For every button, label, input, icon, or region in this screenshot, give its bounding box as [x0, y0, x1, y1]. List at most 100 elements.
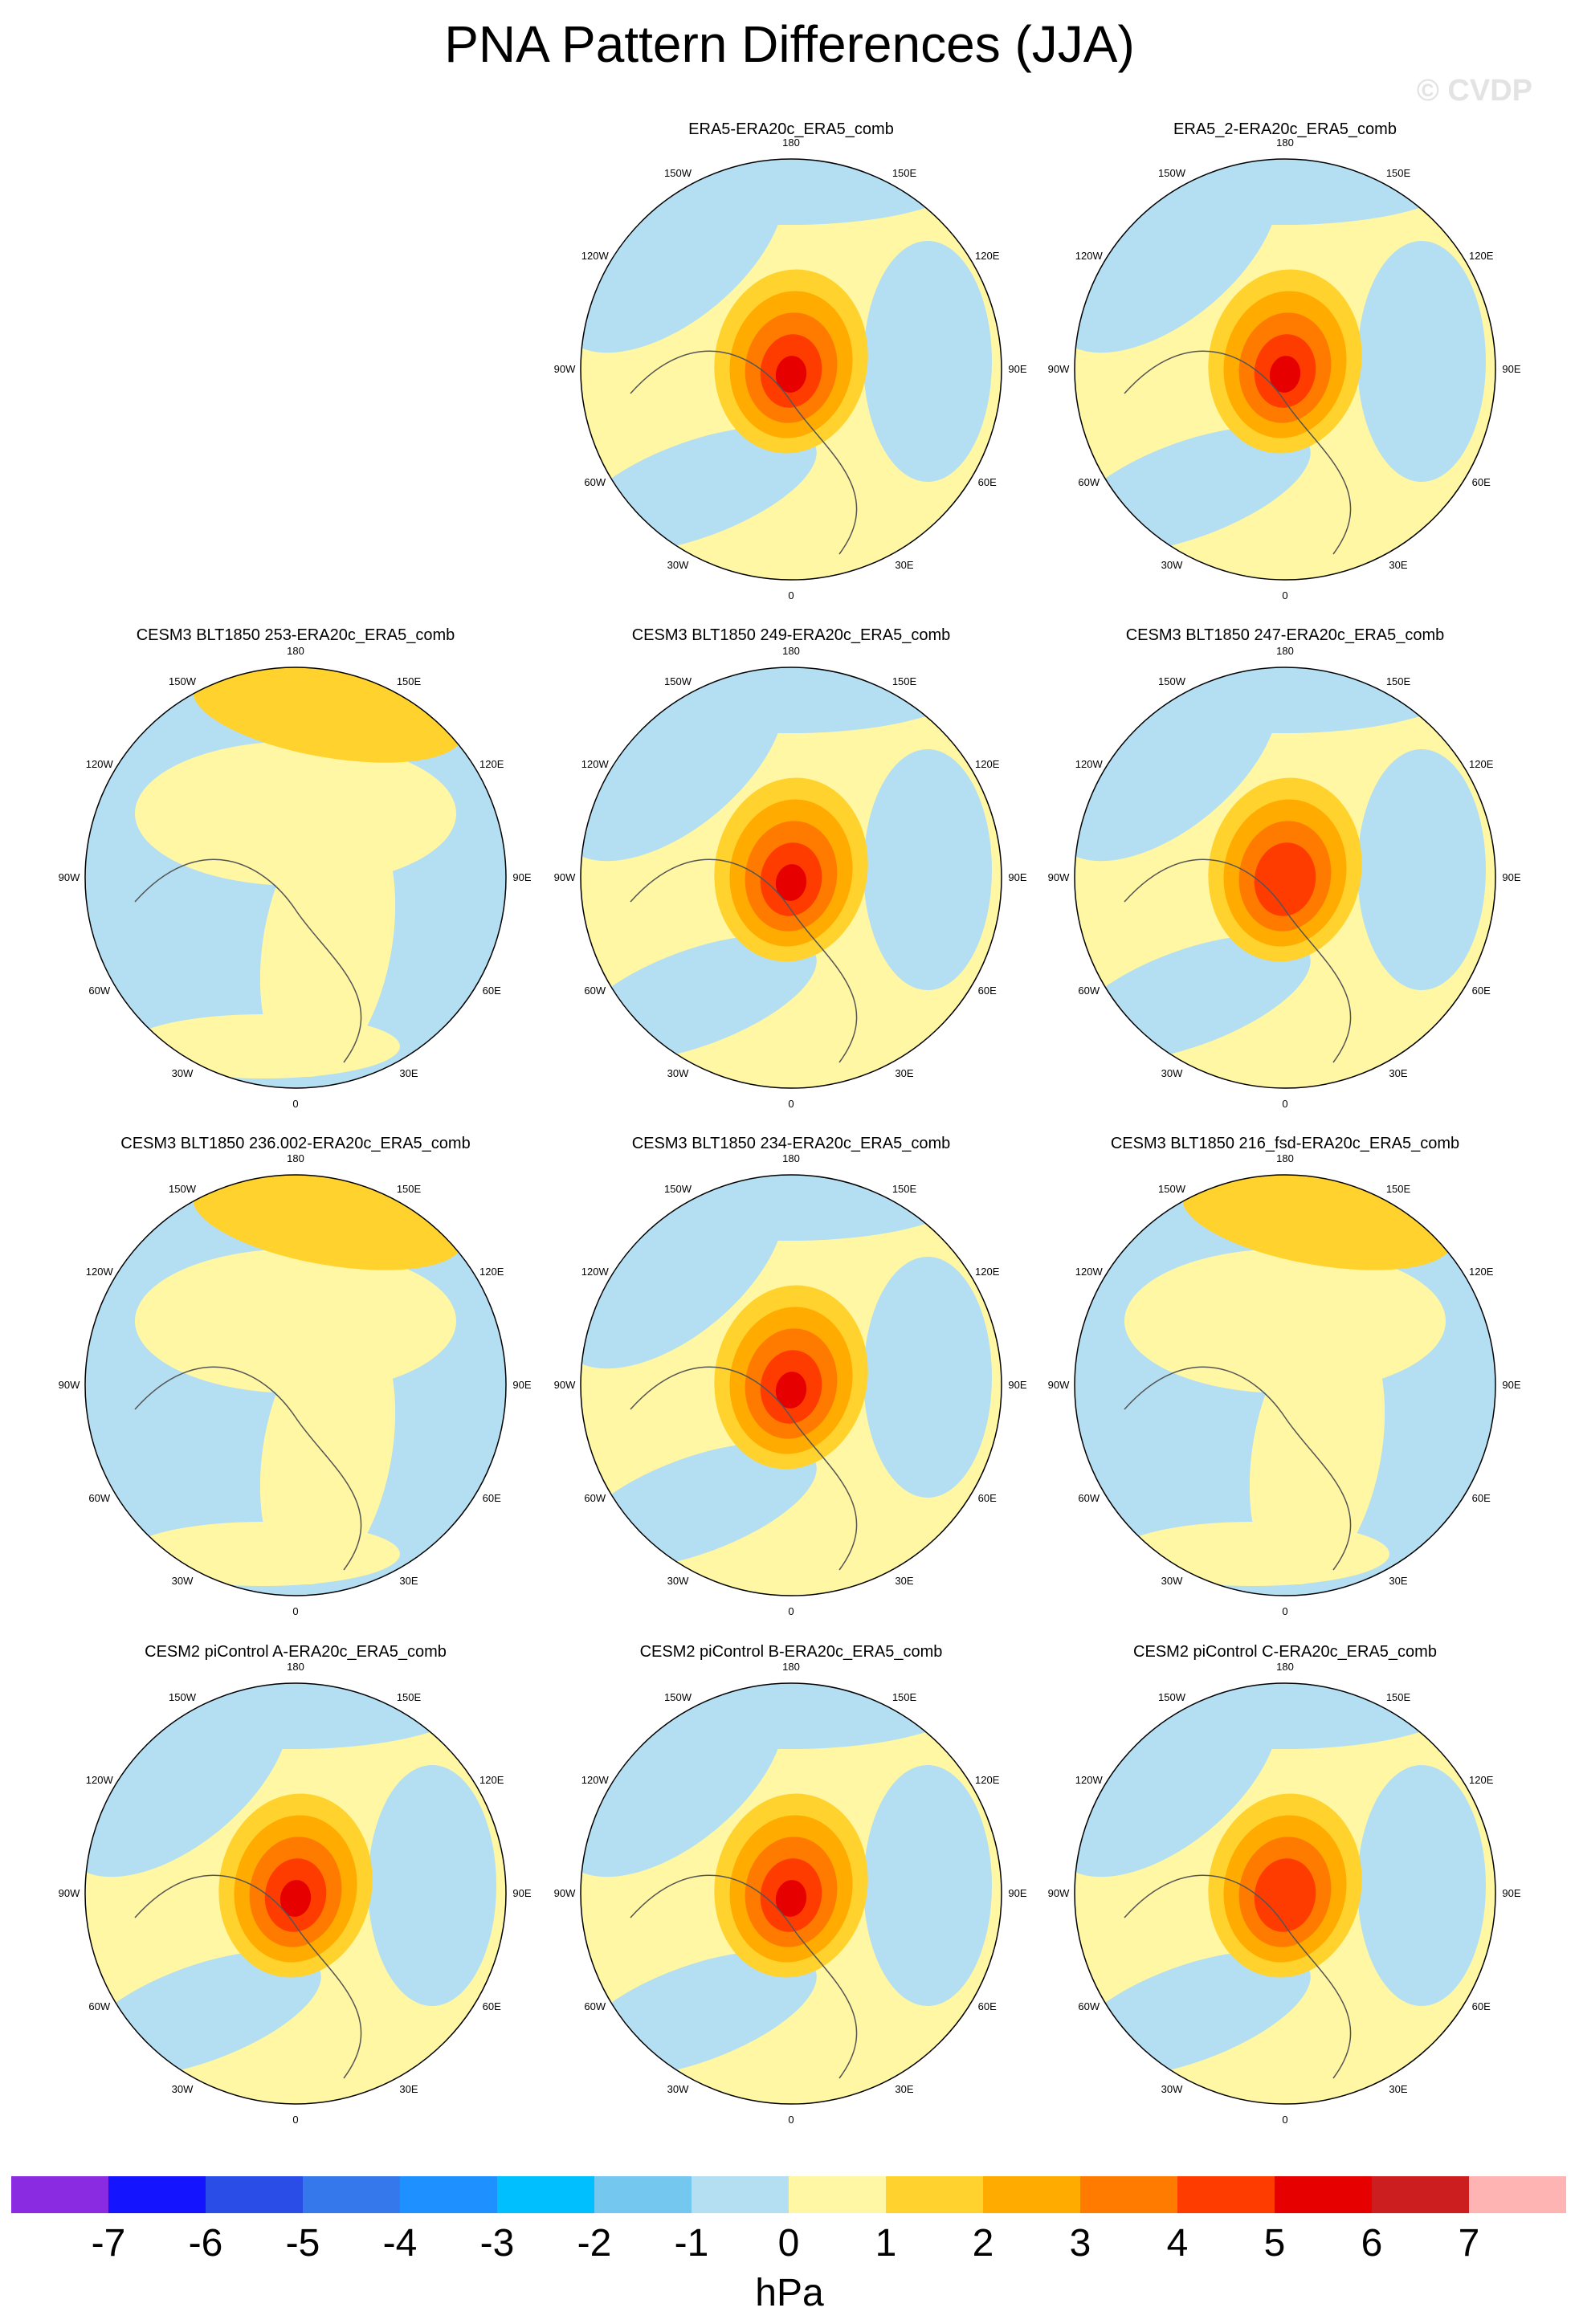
longitude-label: 0 [1282, 1098, 1287, 1110]
longitude-label: 90W [59, 1887, 80, 1899]
longitude-label: 60W [1078, 1492, 1100, 1504]
positive-anomaly-core [775, 1372, 807, 1409]
negative-anomaly-region [1357, 749, 1486, 990]
longitude-label: 120W [581, 1774, 610, 1786]
map-boundary [84, 1682, 507, 2105]
colorbar-swatch [11, 2176, 109, 2213]
colorbar-swatch [1080, 2176, 1178, 2213]
colorbar-tick: -4 [382, 2222, 418, 2265]
colorbar-swatch [303, 2176, 401, 2213]
map-boundary [580, 158, 1002, 581]
longitude-label: 180 [782, 137, 800, 149]
longitude-label: 30E [1389, 1575, 1407, 1587]
longitude-label: 60E [978, 1492, 997, 1504]
colorbar-tick: 3 [1069, 2222, 1091, 2265]
negative-anomaly-region [1108, 159, 1462, 225]
positive-anomaly-core [775, 864, 807, 901]
map-boundary [1074, 158, 1496, 581]
longitude-label: 30E [895, 559, 913, 571]
colorbar-swatch [886, 2176, 984, 2213]
longitude-label: 60E [978, 985, 997, 997]
longitude-label: 90W [1048, 363, 1070, 375]
longitude-label: 120W [1075, 250, 1104, 262]
positive-anomaly-core [775, 1880, 807, 1917]
longitude-label: 150W [169, 675, 197, 687]
longitude-label: 150E [397, 1691, 422, 1703]
longitude-label: 150E [892, 1691, 917, 1703]
colorbar-tick: -3 [479, 2222, 515, 2265]
longitude-label: 90W [554, 1379, 576, 1391]
positive-anomaly-core [1254, 842, 1316, 916]
coastline [1124, 1366, 1352, 1571]
longitude-label: 90W [554, 871, 576, 883]
longitude-label: 60W [1078, 985, 1100, 997]
colorbar-swatch [206, 2176, 304, 2213]
colorbar-swatch [497, 2176, 595, 2213]
longitude-label: 90E [1502, 1379, 1520, 1391]
coastline [1124, 350, 1352, 555]
longitude-label: 30W [1161, 559, 1183, 571]
polar-map: 180 150E 120E 90E 60E 30E 0 30W 60W 90W 120W 150W [554, 1661, 1027, 2126]
longitude-label: 30E [399, 2083, 418, 2095]
longitude-label: 30E [895, 2083, 913, 2095]
longitude-label: 0 [292, 2114, 298, 2126]
longitude-label: 60E [483, 985, 501, 997]
map-boundary [84, 1174, 507, 1596]
longitude-label: 60W [1078, 2000, 1100, 2012]
polar-map: 180 150E 120E 90E 60E 30E 0 30W 60W 90W 120W 150W [59, 1661, 532, 2126]
longitude-label: 60W [584, 1492, 606, 1504]
polar-map: 180 150E 120E 90E 60E 30E 0 30W 60W 90W 120W 150W [59, 645, 532, 1110]
longitude-label: 90E [1008, 871, 1026, 883]
map-boundary [580, 667, 1002, 1089]
longitude-label: 30W [172, 1067, 194, 1079]
positive-anomaly-core [1269, 356, 1301, 393]
longitude-label: 30E [1389, 2083, 1407, 2095]
longitude-label: 60E [1472, 985, 1491, 997]
longitude-label: 150E [892, 675, 917, 687]
longitude-label: 30W [667, 1575, 689, 1587]
longitude-label: 120E [479, 758, 504, 770]
figure-title: PNA Pattern Differences (JJA) [444, 15, 1135, 73]
negative-anomaly-region [1108, 1683, 1462, 1749]
longitude-label: 30W [172, 2083, 194, 2095]
longitude-label: 30E [399, 1067, 418, 1079]
longitude-label: 150E [892, 167, 917, 179]
colorbar-swatch [594, 2176, 692, 2213]
negative-anomaly-region [863, 1257, 992, 1498]
longitude-label: 120W [1075, 1774, 1104, 1786]
longitude-label: 60W [584, 476, 606, 488]
colorbar-swatch [1372, 2176, 1470, 2213]
polar-map: 180 150E 120E 90E 60E 30E 0 30W 60W 90W 120W 150W [1048, 1152, 1521, 1617]
longitude-label: 180 [287, 1152, 304, 1164]
colorbar-tick: 1 [875, 2222, 897, 2265]
negative-anomaly-region [614, 1683, 968, 1749]
longitude-label: 30E [1389, 559, 1407, 571]
colorbar-tick: -6 [188, 2222, 223, 2265]
longitude-label: 60W [584, 985, 606, 997]
positive-anomaly-core [775, 356, 807, 393]
longitude-label: 90E [512, 1379, 531, 1391]
longitude-label: 120W [86, 1774, 114, 1786]
colorbar [11, 2176, 1567, 2213]
colorbar-tick: -7 [91, 2222, 126, 2265]
positive-anomaly-core [1254, 1858, 1316, 1932]
panel-title: CESM3 BLT1850 253-ERA20c_ERA5_comb [136, 626, 455, 644]
panel-title: CESM2 piControl B-ERA20c_ERA5_comb [639, 1643, 943, 1661]
negative-anomaly-region [863, 749, 992, 990]
colorbar-units: hPa [755, 2272, 824, 2314]
longitude-label: 90W [554, 1887, 576, 1899]
coastline [1124, 1874, 1352, 2079]
panel-title: CESM3 BLT1850 236.002-ERA20c_ERA5_comb [120, 1135, 471, 1152]
colorbar-tick: 5 [1263, 2222, 1286, 2265]
colorbar-swatch [1469, 2176, 1567, 2213]
positive-anomaly-region [127, 1014, 400, 1078]
negative-anomaly-region [1357, 241, 1486, 482]
map-boundary [84, 667, 507, 1089]
negative-anomaly-region [1357, 1765, 1486, 2006]
panel-title: CESM3 BLT1850 216_fsd-ERA20c_ERA5_comb [1110, 1135, 1460, 1152]
longitude-label: 90W [1048, 1379, 1070, 1391]
longitude-label: 30W [667, 1067, 689, 1079]
longitude-label: 30E [399, 1575, 418, 1587]
longitude-label: 150W [1158, 167, 1186, 179]
longitude-label: 0 [788, 2114, 794, 2126]
